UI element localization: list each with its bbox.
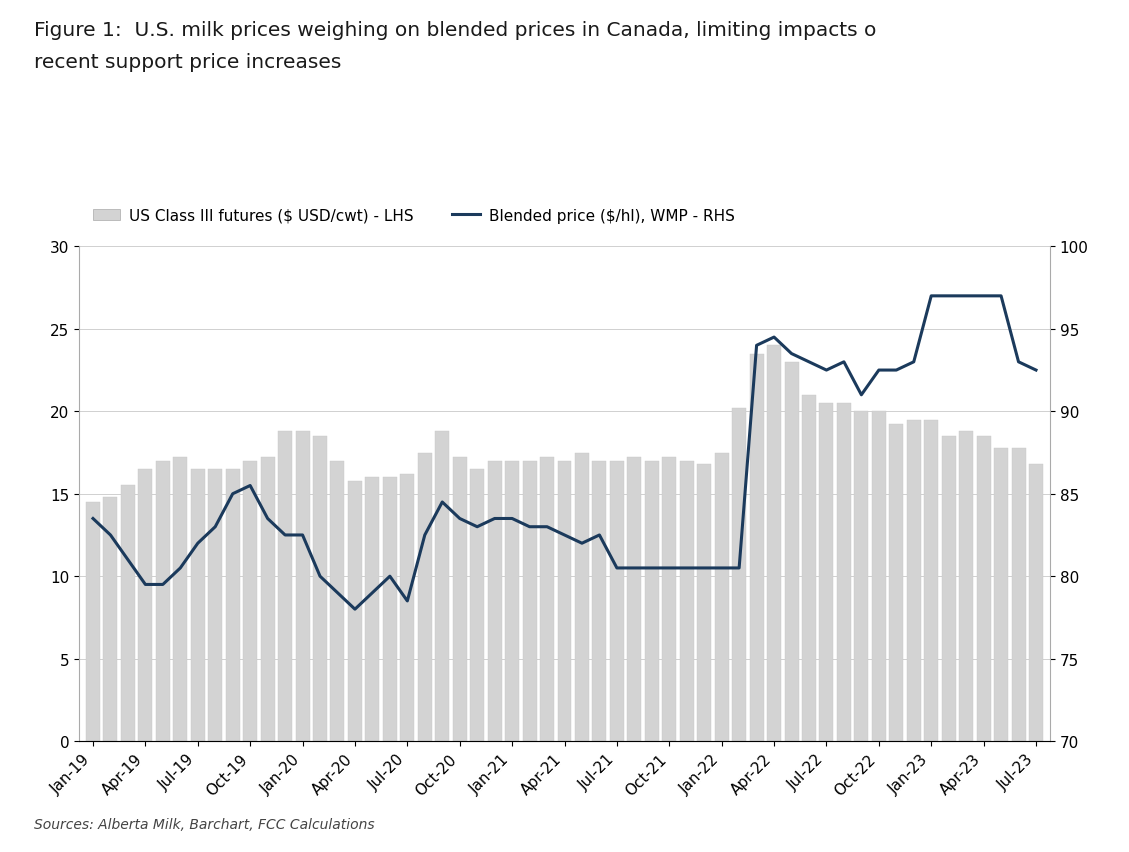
- Bar: [191, 469, 204, 741]
- Bar: [278, 432, 292, 741]
- Bar: [139, 469, 152, 741]
- Bar: [680, 461, 693, 741]
- Bar: [872, 412, 886, 741]
- Bar: [243, 461, 257, 741]
- Bar: [575, 453, 589, 741]
- Bar: [208, 469, 222, 741]
- Bar: [1012, 448, 1025, 741]
- Bar: [418, 453, 431, 741]
- Bar: [802, 395, 816, 741]
- Bar: [767, 346, 781, 741]
- Bar: [960, 432, 973, 741]
- Bar: [995, 448, 1008, 741]
- Bar: [593, 461, 606, 741]
- Bar: [663, 458, 676, 741]
- Bar: [1029, 464, 1043, 741]
- Bar: [156, 461, 169, 741]
- Bar: [505, 461, 519, 741]
- Text: Sources: Alberta Milk, Barchart, FCC Calculations: Sources: Alberta Milk, Barchart, FCC Cal…: [34, 817, 375, 831]
- Bar: [942, 436, 955, 741]
- Bar: [366, 478, 379, 741]
- Bar: [488, 461, 501, 741]
- Bar: [907, 420, 921, 741]
- Bar: [313, 436, 327, 741]
- Bar: [785, 362, 798, 741]
- Bar: [925, 420, 938, 741]
- Bar: [453, 458, 466, 741]
- Bar: [610, 461, 624, 741]
- Bar: [977, 436, 990, 741]
- Bar: [715, 453, 728, 741]
- Bar: [890, 425, 903, 741]
- Bar: [296, 432, 309, 741]
- Bar: [401, 475, 414, 741]
- Bar: [348, 481, 362, 741]
- Bar: [121, 486, 134, 741]
- Bar: [820, 404, 833, 741]
- Bar: [645, 461, 659, 741]
- Bar: [558, 461, 571, 741]
- Bar: [732, 408, 746, 741]
- Bar: [540, 458, 554, 741]
- Bar: [104, 498, 117, 741]
- Bar: [855, 412, 868, 741]
- Text: recent support price increases: recent support price increases: [34, 53, 341, 72]
- Text: Figure 1:  U.S. milk prices weighing on blended prices in Canada, limiting impac: Figure 1: U.S. milk prices weighing on b…: [34, 21, 876, 40]
- Bar: [523, 461, 536, 741]
- Bar: [628, 458, 641, 741]
- Bar: [226, 469, 239, 741]
- Bar: [86, 503, 100, 741]
- Bar: [698, 464, 711, 741]
- Bar: [174, 458, 187, 741]
- Bar: [837, 404, 851, 741]
- Bar: [436, 432, 449, 741]
- Bar: [750, 354, 763, 741]
- Bar: [331, 461, 344, 741]
- Bar: [383, 478, 397, 741]
- Bar: [261, 458, 274, 741]
- Legend: US Class III futures ($ USD/cwt) - LHS, Blended price ($/hl), WMP - RHS: US Class III futures ($ USD/cwt) - LHS, …: [87, 203, 741, 229]
- Bar: [470, 469, 484, 741]
